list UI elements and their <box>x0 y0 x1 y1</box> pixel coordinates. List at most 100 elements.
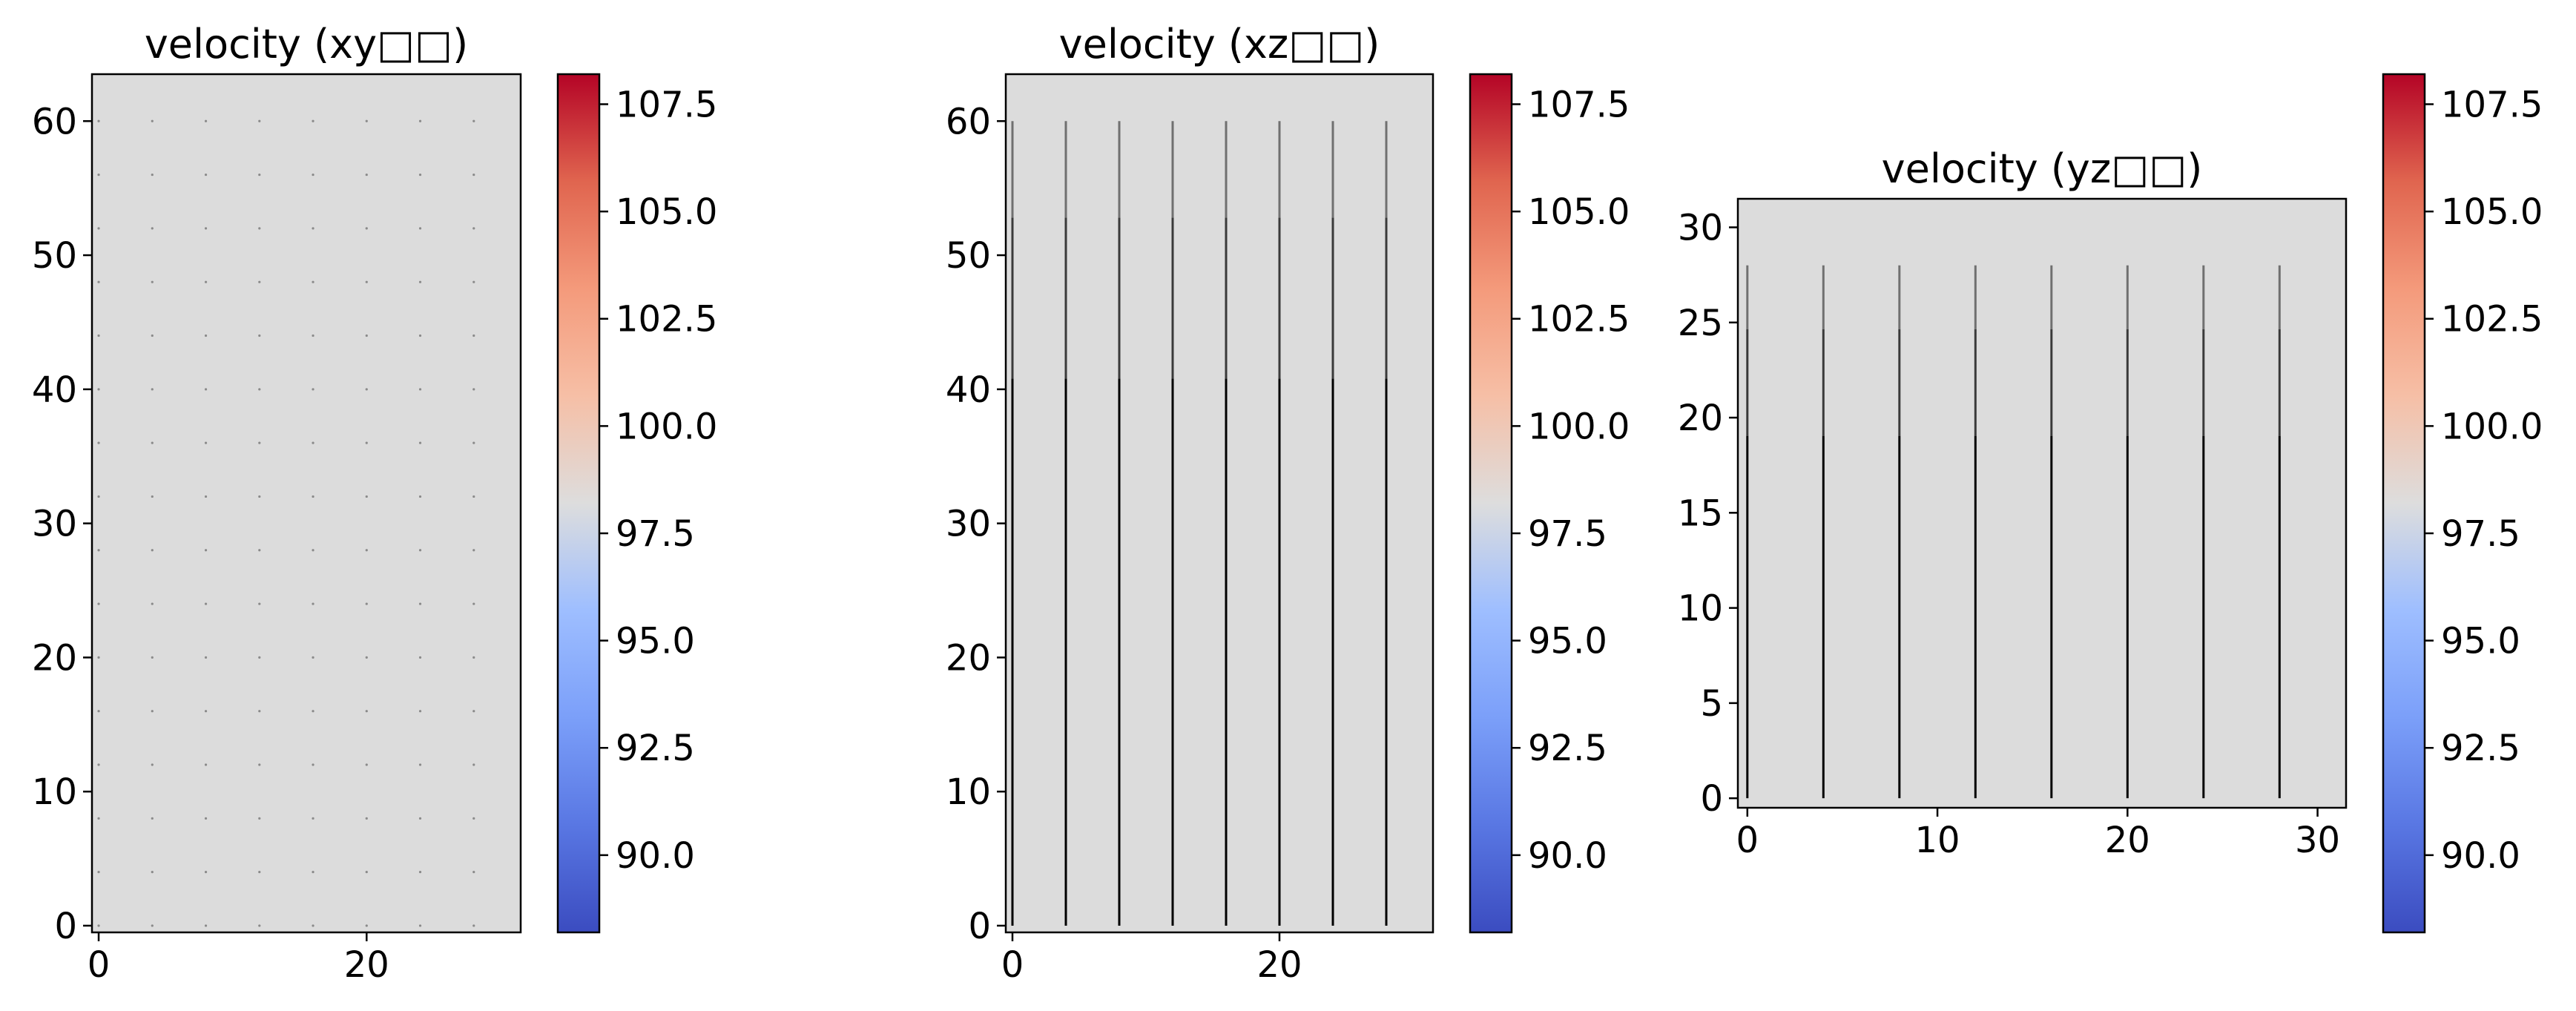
quiver-dot <box>97 495 100 498</box>
quiver-dot <box>258 495 261 498</box>
quiver-dot <box>472 549 475 552</box>
quiver-dot <box>97 763 100 766</box>
y-tick-label: 20 <box>32 637 77 679</box>
quiver-dot <box>418 710 422 713</box>
colorbar-gradient <box>558 74 599 932</box>
quiver-dot <box>151 656 154 659</box>
quiver-dot <box>418 549 422 552</box>
quiver-dot <box>258 173 261 177</box>
y-tick-label: 60 <box>946 101 991 142</box>
colorbar-tick-label: 105.0 <box>2441 191 2543 233</box>
colorbar-gradient <box>1470 74 1512 932</box>
quiver-dot <box>418 334 422 337</box>
x-tick-label: 0 <box>1736 820 1759 861</box>
quiver-dot <box>204 227 208 230</box>
quiver-dot <box>472 871 475 874</box>
quiver-dot <box>472 280 475 283</box>
colorbar-2: 90.0 92.5 95.0 97.5 100.0 102.5 105.0 107.5 <box>1469 73 1630 934</box>
quiver-dot <box>472 441 475 444</box>
quiver-dot <box>204 495 208 498</box>
y-tick-label: 25 <box>1678 303 1723 344</box>
quiver-dot <box>258 871 261 874</box>
quiver-dot <box>418 656 422 659</box>
quiver-dot <box>365 495 368 498</box>
quiver-dot <box>151 817 154 820</box>
quiver-dot <box>365 441 368 444</box>
quiver-dot <box>151 871 154 874</box>
quiver-dot <box>204 656 208 659</box>
quiver-dot <box>97 602 100 605</box>
quiver-dot <box>151 227 154 230</box>
quiver-dot <box>365 280 368 283</box>
quiver-dot <box>418 119 422 122</box>
colorbar-tick-label: 102.5 <box>616 299 717 340</box>
quiver-dot <box>151 280 154 283</box>
quiver-dot <box>204 388 208 391</box>
colorbar-tick-label: 100.0 <box>1528 406 1630 447</box>
quiver-dot <box>204 763 208 766</box>
panel-3: velocity (yz□□) 0 10 20 30 0 5 10 15 20 25 30 <box>1678 145 2348 861</box>
y-tick-label: 0 <box>54 906 77 947</box>
quiver-dot <box>312 280 314 283</box>
colorbar-tick-label: 95.0 <box>2441 621 2520 662</box>
y-tick-label: 0 <box>1700 778 1723 820</box>
quiver-dot <box>258 924 261 927</box>
quiver-dot <box>365 388 368 391</box>
colorbar-gradient <box>2383 74 2425 932</box>
colorbar-frame <box>556 73 601 934</box>
quiver-dot <box>151 441 154 444</box>
quiver-dot <box>472 602 475 605</box>
quiver-dot <box>204 441 208 444</box>
quiver-dot <box>204 602 208 605</box>
x-tick-label: 20 <box>1256 944 1302 986</box>
quiver-dot <box>365 763 368 766</box>
colorbar-tick-label: 95.0 <box>616 621 695 662</box>
quiver-dot <box>418 280 422 283</box>
chart-title: velocity (xy□□) <box>145 21 468 67</box>
y-tick-label: 20 <box>946 637 991 679</box>
x-tick-label: 0 <box>1001 944 1024 986</box>
quiver-dot <box>365 924 368 927</box>
quiver-dot <box>472 656 475 659</box>
heatmap-field <box>1738 199 2346 808</box>
colorbar-tick-label: 105.0 <box>1528 191 1630 233</box>
quiver-dot <box>258 119 261 122</box>
quiver-dot <box>97 441 100 444</box>
quiver-dot <box>97 227 100 230</box>
y-tick-label: 30 <box>946 504 991 545</box>
quiver-dot <box>472 763 475 766</box>
axes-frame <box>90 73 522 934</box>
quiver-dot <box>312 817 314 820</box>
chart-title: velocity (xz□□) <box>1059 21 1380 67</box>
quiver-dot <box>472 924 475 927</box>
x-tick-label: 10 <box>1915 820 1960 861</box>
quiver-dot <box>312 495 314 498</box>
quiver-dot <box>312 924 314 927</box>
quiver-dot <box>418 602 422 605</box>
y-tick-label: 20 <box>1678 398 1723 439</box>
quiver-dot <box>258 710 261 713</box>
quiver-dot <box>151 549 154 552</box>
quiver-dot <box>258 817 261 820</box>
colorbar-tick-label: 90.0 <box>2441 835 2520 877</box>
quiver-dot <box>312 656 314 659</box>
x-tick-label: 20 <box>2105 820 2150 861</box>
colorbar-tick-label: 102.5 <box>2441 299 2543 340</box>
colorbar-tick-label: 95.0 <box>1528 621 1607 662</box>
quiver-dot <box>418 388 422 391</box>
quiver-dot <box>312 549 314 552</box>
colorbar-tick-label: 97.5 <box>616 513 695 555</box>
colorbar-frame <box>2382 73 2426 934</box>
quiver-dot <box>97 924 100 927</box>
colorbar-tick-label: 92.5 <box>2441 728 2520 769</box>
y-tick-label: 10 <box>1678 588 1723 630</box>
y-tick-label: 30 <box>32 504 77 545</box>
colorbar-tick-label: 97.5 <box>1528 513 1607 555</box>
colorbar-tick-label: 107.5 <box>2441 84 2543 125</box>
x-tick-label: 20 <box>344 944 389 986</box>
quiver-dot <box>258 549 261 552</box>
heatmap-field <box>1006 74 1433 932</box>
colorbar-tick-label: 90.0 <box>616 835 695 877</box>
quiver-dot <box>151 173 154 177</box>
colorbar-tick-label: 105.0 <box>616 191 717 233</box>
